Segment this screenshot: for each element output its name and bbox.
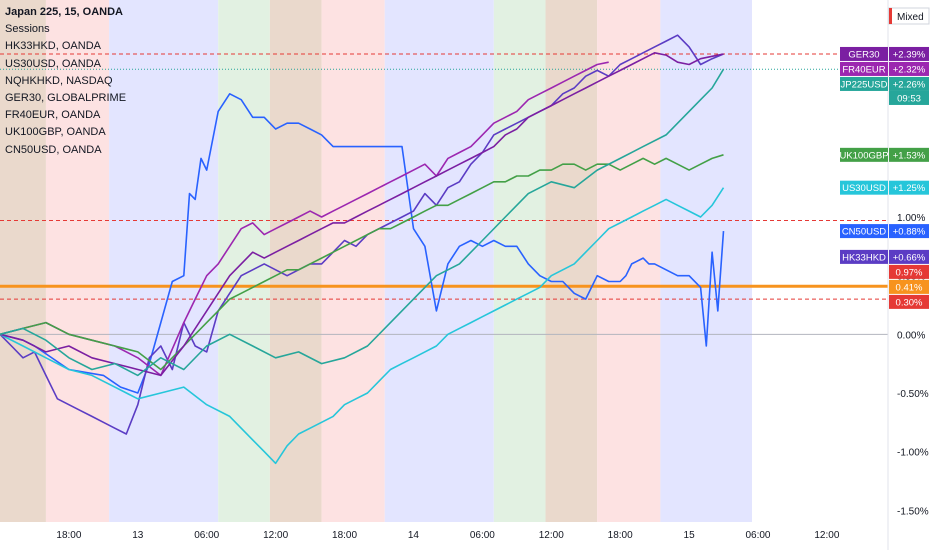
session-band <box>493 0 546 522</box>
series-line-hk33hkd[interactable] <box>0 34 724 435</box>
price-tag-label: +1.53% <box>893 150 926 161</box>
countdown-tag <box>889 90 929 105</box>
series-line-jp225usd[interactable] <box>0 68 725 377</box>
legend-item-us30usd[interactable]: US30USD, OANDA <box>5 57 101 70</box>
series-name-label: GER30 <box>848 49 879 60</box>
legend-item-fr40eur[interactable]: FR40EUR, OANDA <box>5 109 101 122</box>
price-tag-label: 0.97% <box>896 267 923 278</box>
series-name-tag <box>840 249 888 264</box>
series-name-tag <box>840 180 888 195</box>
series-name-tag <box>840 224 888 239</box>
series-name-label: JP225USD <box>841 79 888 90</box>
y-tick-label: -0.50% <box>897 389 929 400</box>
y-tick-label: 0.00% <box>897 330 925 341</box>
mode-label: Mixed <box>897 12 924 23</box>
series-name-label: CN50USD <box>842 227 886 238</box>
price-tag <box>889 224 929 239</box>
price-tag-label: +2.39% <box>893 49 926 60</box>
x-tick-label: 18:00 <box>56 530 81 541</box>
price-tag-label: +1.25% <box>893 183 926 194</box>
x-tick-label: 14 <box>408 530 420 541</box>
session-band <box>45 0 110 522</box>
legend-item-uk100gbp[interactable]: UK100GBP, OANDA <box>5 126 106 139</box>
x-tick-label: 12:00 <box>263 530 288 541</box>
x-tick-label: 12:00 <box>814 530 839 541</box>
price-tag <box>889 180 929 195</box>
series-line-uk100gbp[interactable] <box>0 154 724 371</box>
y-tick-label: -1.00% <box>897 448 929 459</box>
series-line-us30usd[interactable] <box>0 187 725 465</box>
series-name-label: FR40EUR <box>842 64 885 75</box>
series-line-fr40eur[interactable] <box>0 61 609 377</box>
series-name-label: US30USD <box>842 183 886 194</box>
price-tag <box>889 61 929 76</box>
session-band <box>269 0 322 522</box>
price-tag <box>889 147 929 162</box>
x-tick-label: 13 <box>132 530 144 541</box>
legend-item-sessions[interactable]: Sessions <box>5 23 50 36</box>
x-tick-label: 18:00 <box>608 530 633 541</box>
legend-item-cn50usd[interactable]: CN50USD, OANDA <box>5 143 102 156</box>
y-tick-label: -1.50% <box>897 506 929 517</box>
session-band <box>384 0 494 522</box>
x-tick-label: 15 <box>684 530 696 541</box>
session-band <box>0 0 46 522</box>
price-tag <box>889 76 929 91</box>
price-tag <box>889 294 929 309</box>
price-tag <box>889 279 929 294</box>
series-name-tag <box>840 147 888 162</box>
session-band <box>597 0 661 522</box>
session-band <box>660 0 752 522</box>
time-axis <box>0 522 932 550</box>
price-tag-label: 0.30% <box>896 297 923 308</box>
price-tag <box>889 249 929 264</box>
x-tick-label: 12:00 <box>539 530 564 541</box>
price-tag-label: 0.41% <box>896 282 923 293</box>
x-tick-label: 06:00 <box>470 530 495 541</box>
y-tick-label: 1.00% <box>897 213 925 224</box>
price-tag <box>889 264 929 279</box>
price-tag-label: +2.26% <box>893 79 926 90</box>
chart-title[interactable]: Japan 225, 15, OANDA <box>5 6 123 18</box>
mode-marker <box>889 8 892 24</box>
x-tick-label: 06:00 <box>745 530 770 541</box>
legend-item-ger30[interactable]: GER30, GLOBALPRIME <box>5 92 127 105</box>
legend-item-nqhkhkd[interactable]: NQHKHKD, NASDAQ <box>5 74 113 87</box>
legend-item-hk33hkd[interactable]: HK33HKD, OANDA <box>5 40 101 53</box>
series-name-tag <box>840 61 888 76</box>
price-tag-label: +2.32% <box>893 64 926 75</box>
x-tick-label: 06:00 <box>194 530 219 541</box>
session-band <box>321 0 385 522</box>
x-tick-label: 18:00 <box>332 530 357 541</box>
series-line-ger30[interactable] <box>0 52 724 377</box>
price-tag-label: +0.66% <box>893 252 926 263</box>
countdown-label: 09:53 <box>897 93 921 104</box>
series-name-label: UK100GBP <box>839 150 888 161</box>
price-tag <box>889 46 929 61</box>
session-band <box>109 0 219 522</box>
series-line-cn50usd[interactable] <box>0 93 725 394</box>
series-name-label: HK33HKD <box>842 252 886 263</box>
series-name-tag <box>840 76 888 91</box>
legend: Japan 225, 15, OANDA Sessions HK33HKD, O… <box>5 4 126 159</box>
series-name-tag <box>840 46 888 61</box>
price-tag-label: +0.88% <box>893 227 926 238</box>
